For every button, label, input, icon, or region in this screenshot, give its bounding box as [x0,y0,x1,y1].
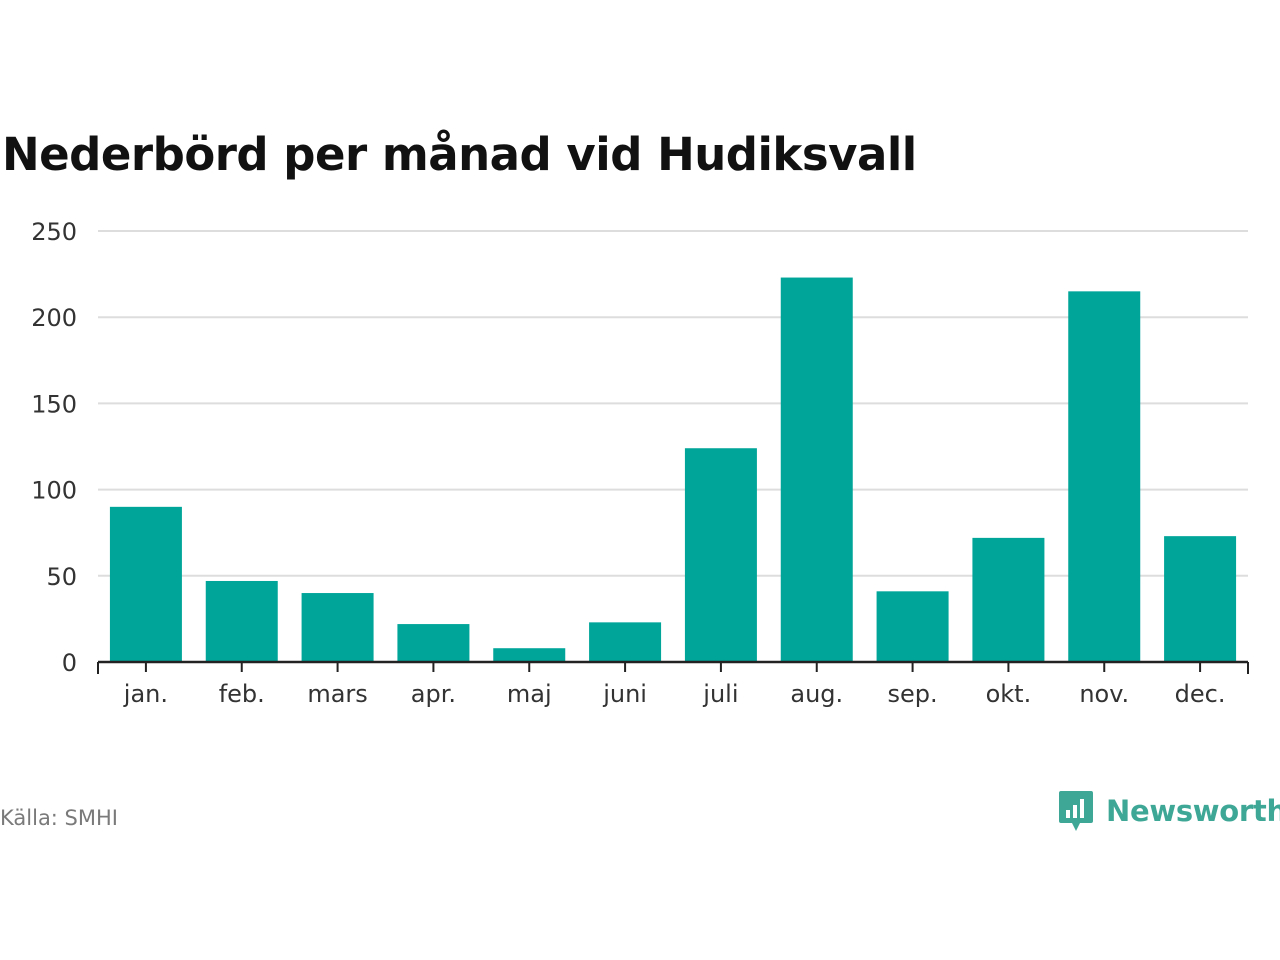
y-tick-label: 250 [31,218,77,246]
bar-maj [493,648,566,662]
x-tick-label: mars [307,680,367,708]
bar-nov [1068,291,1141,662]
bar-okt [972,537,1045,662]
x-tick-label: sep. [888,680,938,708]
bar-apr [397,624,470,662]
x-tick-label: maj [507,680,552,708]
y-tick-label: 50 [46,563,77,591]
y-axis-ticks: 0 50 100 150 200 250 [31,218,77,677]
bar-aug [780,277,853,662]
bar-juni [589,622,662,662]
brand-logo: Newsworthy [1058,790,1280,832]
bar-sep [876,591,949,662]
chart-title: Nederbörd per månad vid Hudiksvall [2,128,917,181]
y-tick-label: 200 [31,304,77,332]
newsworthy-logo-icon [1059,791,1093,831]
x-tick-label: jan. [123,680,168,708]
gridlines [98,230,1248,577]
x-axis [97,660,1249,674]
bar-mars [301,593,374,662]
bar-feb [205,580,278,662]
x-tick-label: juli [702,680,738,708]
source-note: Källa: SMHI [0,806,118,830]
brand-name: Newsworthy [1106,794,1280,828]
x-tick-label: okt. [986,680,1032,708]
bar-jan [109,506,182,662]
x-tick-label: nov. [1079,680,1129,708]
x-tick-label: feb. [219,680,265,708]
y-tick-label: 0 [62,649,77,677]
x-tick-label: dec. [1175,680,1226,708]
y-tick-label: 150 [31,390,77,418]
bars [109,277,1237,662]
x-tick-label: aug. [790,680,843,708]
bar-dec [1164,536,1237,662]
x-tick-label: apr. [411,680,456,708]
x-tick-label: juni [602,680,647,708]
bar-juli [684,448,757,662]
y-tick-label: 100 [31,477,77,505]
x-axis-ticks: jan. feb. mars apr. maj juni juli aug. sep. okt. n… [123,680,1226,708]
